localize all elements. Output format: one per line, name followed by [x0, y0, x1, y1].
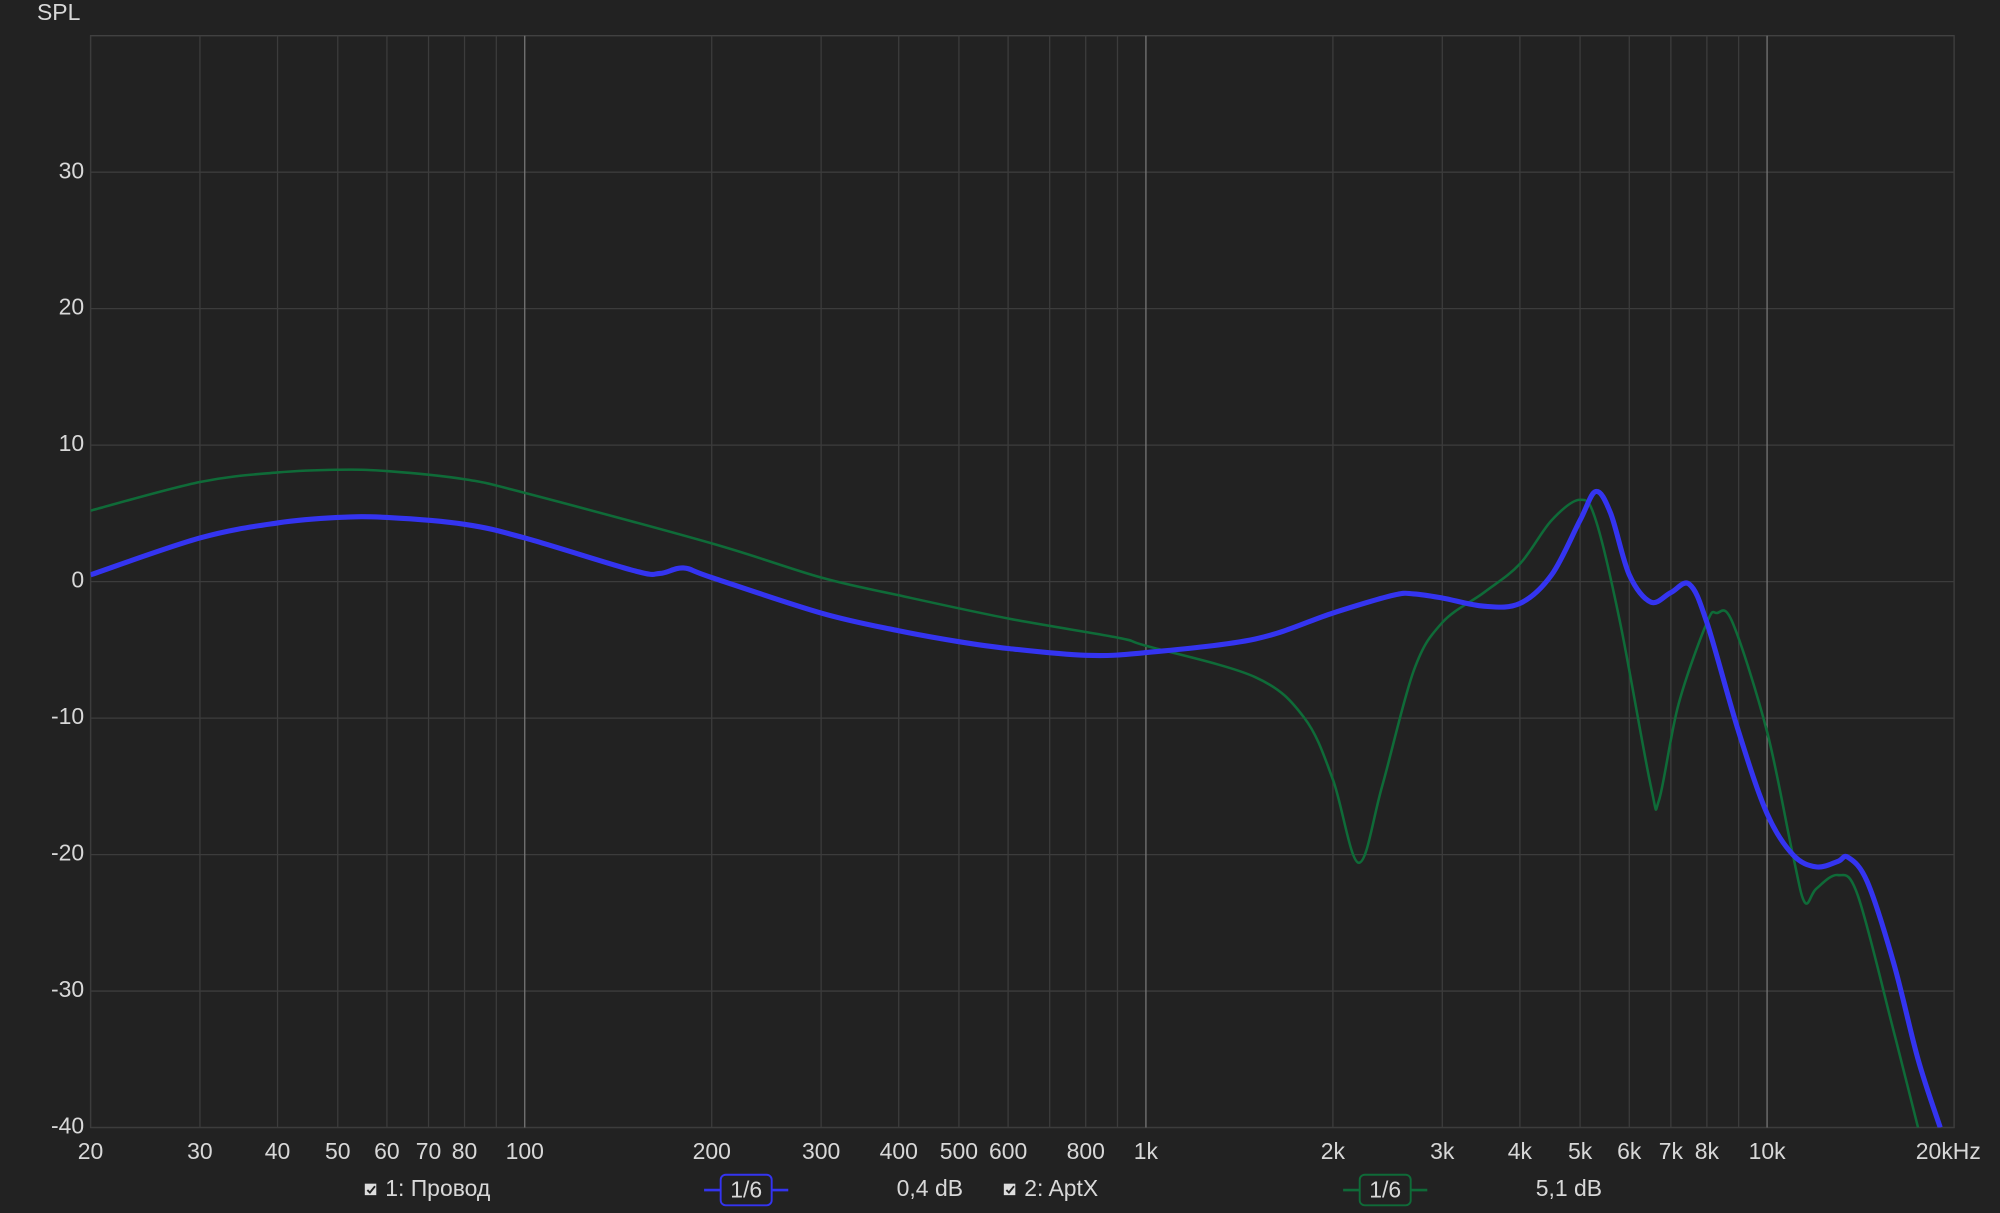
y-tick-label: -10 [51, 703, 84, 729]
y-tick-label: -40 [51, 1113, 84, 1139]
x-tick-label: 30 [187, 1138, 213, 1164]
x-tick-label: 800 [1067, 1138, 1105, 1164]
y-tick-label: 20 [59, 294, 85, 320]
x-tick-label: 80 [452, 1138, 478, 1164]
y-axis-label: SPL [37, 0, 80, 25]
x-tick-label: 500 [940, 1138, 978, 1164]
x-tick-label: 10k [1749, 1138, 1787, 1164]
legend-checkbox[interactable] [364, 1183, 377, 1196]
smoothing-icon[interactable] [719, 1173, 773, 1207]
x-tick-label: 600 [989, 1138, 1027, 1164]
x-tick-label: 300 [802, 1138, 840, 1164]
legend-name: 1: Провод [385, 1175, 490, 1201]
x-tick-label: 6k [1617, 1138, 1642, 1164]
x-tick-label: 400 [880, 1138, 918, 1164]
x-tick-label: 20 [78, 1138, 104, 1164]
level-label: 5,1 dB [1536, 1175, 1602, 1201]
x-tick-label: 70 [416, 1138, 442, 1164]
smoothing-label: 1/6 [730, 1176, 762, 1202]
x-tick-label: 3k [1430, 1138, 1455, 1164]
smoothing-label: 1/6 [1369, 1176, 1401, 1202]
frequency-response-line [90, 468, 1920, 1128]
x-tick-label: 1k [1134, 1138, 1159, 1164]
x-tick-label: 5k [1568, 1138, 1593, 1164]
x-tick-label: 20kHz [1916, 1138, 1981, 1164]
x-tick-label: 4k [1508, 1138, 1533, 1164]
legend-checkmark [1005, 1185, 1015, 1195]
y-tick-label: -30 [51, 976, 84, 1002]
x-tick-label: 40 [265, 1138, 291, 1164]
x-tick-label: 50 [325, 1138, 351, 1164]
x-tick-label: 200 [693, 1138, 731, 1164]
legend-name: 2: AptX [1024, 1175, 1098, 1201]
x-tick-label: 7k [1659, 1138, 1684, 1164]
y-tick-label: -20 [51, 840, 84, 866]
legend-checkmark [366, 1185, 376, 1195]
x-tick-label: 60 [374, 1138, 400, 1164]
legend-checkbox[interactable] [1003, 1183, 1016, 1196]
y-tick-label: 30 [59, 157, 85, 183]
smoothing-icon[interactable] [1358, 1173, 1412, 1207]
x-tick-label: 2k [1321, 1138, 1346, 1164]
x-tick-label: 8k [1695, 1138, 1720, 1164]
level-label: 0,4 dB [897, 1175, 963, 1201]
y-tick-label: 10 [59, 430, 85, 456]
frequency-response-line [90, 488, 1943, 1128]
y-tick-label: 0 [71, 567, 84, 593]
x-tick-label: 100 [506, 1138, 544, 1164]
plot-area [90, 468, 1943, 1128]
